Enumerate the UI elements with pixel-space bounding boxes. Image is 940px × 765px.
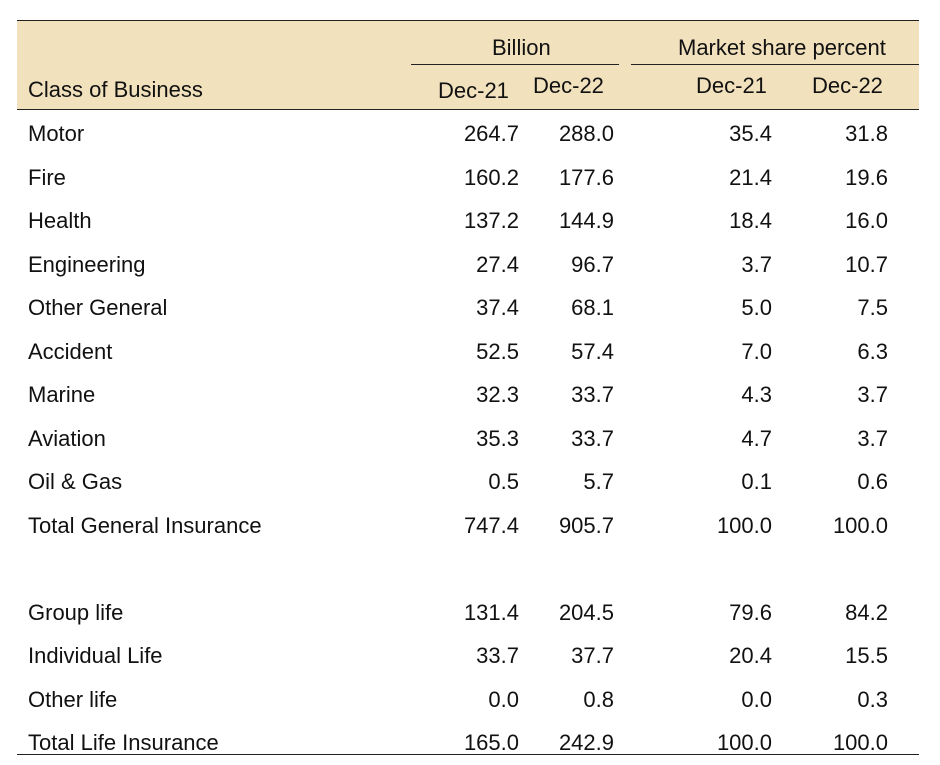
class-of-business-header: Class of Business (28, 77, 203, 102)
share-dec22-cell: 10.7 (845, 251, 888, 277)
billion-dec22-header: Dec-22 (533, 73, 604, 98)
share-dec22-cell: 19.6 (845, 164, 888, 190)
table-row: Aviation 35.3 33.7 4.7 3.7 (17, 416, 919, 460)
row-label: Motor (28, 121, 85, 146)
table-row: Total Life Insurance 165.0 242.9 100.0 100.0 (17, 720, 919, 764)
share-dec21-cell: 3.7 (741, 251, 772, 277)
share-dec21-header: Dec-21 (696, 73, 767, 98)
share-dec22-cell: 15.5 (845, 643, 888, 668)
bottom-rule (17, 754, 919, 755)
row-label: Total Life Insurance (28, 730, 219, 755)
billion-dec21-cell: 52.5 (476, 338, 519, 364)
row-label: Other General (28, 295, 168, 320)
billion-dec22-cell: 0.8 (583, 686, 614, 712)
billion-dec22-cell: 242.9 (558, 730, 614, 755)
share-dec21-cell: 20.4 (729, 643, 772, 668)
row-label: Other life (28, 686, 118, 712)
billion-dec22-cell: 5.7 (583, 469, 614, 494)
billion-dec21-cell: 747.4 (463, 512, 519, 538)
table-row: Other life 0.0 0.8 0.0 0.3 (17, 677, 919, 721)
billion-dec21-cell: 27.4 (476, 251, 519, 277)
share-dec22-header: Dec-22 (812, 73, 883, 98)
billion-dec21-cell: 160.2 (463, 164, 519, 190)
market-share-group-header: Market share percent (678, 35, 886, 60)
share-dec21-cell: 4.3 (741, 382, 772, 407)
billion-dec22-cell: 144.9 (558, 208, 614, 233)
billion-group-header: Billion (492, 35, 551, 60)
billion-dec21-header: Dec-21 (438, 78, 509, 103)
billion-dec21-cell: 37.4 (476, 295, 519, 320)
section-spacer (17, 546, 919, 590)
billion-dec21-cell: 0.5 (488, 469, 519, 494)
share-dec22-cell: 16.0 (845, 208, 888, 233)
billion-dec21-cell: 264.7 (463, 121, 519, 146)
share-dec21-cell: 4.7 (741, 425, 772, 451)
table-row: Health 137.2 144.9 18.4 16.0 (17, 198, 919, 242)
market-share-group-rule (631, 64, 919, 65)
share-dec21-cell: 18.4 (729, 208, 772, 233)
table-row: Individual Life 33.7 37.7 20.4 15.5 (17, 633, 919, 677)
table-row: Other General 37.4 68.1 5.0 7.5 (17, 285, 919, 329)
billion-dec22-cell: 177.6 (558, 164, 614, 190)
row-label: Individual Life (28, 643, 163, 668)
table-row: Engineering 27.4 96.7 3.7 10.7 (17, 242, 919, 286)
row-label: Aviation (28, 425, 106, 451)
billion-dec22-cell: 68.1 (571, 295, 614, 320)
share-dec22-cell: 84.2 (845, 599, 888, 625)
share-dec22-cell: 0.3 (857, 686, 888, 712)
table-row: Group life 131.4 204.5 79.6 84.2 (17, 590, 919, 634)
billion-dec21-cell: 165.0 (463, 730, 519, 755)
billion-dec21-cell: 131.4 (463, 599, 519, 625)
billion-dec21-cell: 137.2 (463, 208, 519, 233)
table-body: Motor 264.7 288.0 35.4 31.8 Fire 160.2 177.6 21.… (17, 111, 919, 764)
table-row: Oil & Gas 0.5 5.7 0.1 0.6 (17, 459, 919, 503)
billion-dec22-cell: 57.4 (571, 338, 614, 364)
billion-dec21-cell: 33.7 (476, 643, 519, 668)
row-label: Group life (28, 599, 124, 625)
share-dec21-cell: 35.4 (729, 121, 772, 146)
billion-group-rule (411, 64, 619, 65)
table-row: Marine 32.3 33.7 4.3 3.7 (17, 372, 919, 416)
share-dec21-cell: 7.0 (741, 338, 772, 364)
share-dec21-cell: 100.0 (716, 512, 772, 538)
billion-dec22-cell: 33.7 (571, 382, 614, 407)
table-row: Motor 264.7 288.0 35.4 31.8 (17, 111, 919, 155)
share-dec21-cell: 5.0 (741, 295, 772, 320)
row-label: Accident (28, 338, 113, 364)
share-dec22-cell: 100.0 (832, 512, 888, 538)
billion-dec22-cell: 96.7 (571, 251, 614, 277)
share-dec22-cell: 31.8 (845, 121, 888, 146)
billion-dec22-cell: 37.7 (571, 643, 614, 668)
share-dec22-cell: 6.3 (857, 338, 888, 364)
share-dec21-cell: 0.1 (741, 469, 772, 494)
billion-dec21-cell: 32.3 (476, 382, 519, 407)
billion-dec21-cell: 35.3 (476, 425, 519, 451)
share-dec21-cell: 21.4 (729, 164, 772, 190)
share-dec22-cell: 3.7 (857, 382, 888, 407)
share-dec21-cell: 0.0 (741, 686, 772, 712)
billion-dec22-cell: 905.7 (558, 512, 614, 538)
table-row: Accident 52.5 57.4 7.0 6.3 (17, 329, 919, 373)
row-label: Health (28, 208, 92, 233)
billion-dec22-cell: 33.7 (571, 425, 614, 451)
row-label: Oil & Gas (28, 469, 123, 494)
row-label: Marine (28, 382, 96, 407)
share-dec22-cell: 100.0 (832, 730, 888, 755)
row-label: Engineering (28, 251, 146, 277)
share-dec22-cell: 7.5 (857, 295, 888, 320)
row-label: Total General Insurance (28, 512, 262, 538)
billion-dec22-cell: 288.0 (558, 121, 614, 146)
table-row: Fire 160.2 177.6 21.4 19.6 (17, 155, 919, 199)
billion-dec21-cell: 0.0 (488, 686, 519, 712)
share-dec21-cell: 79.6 (729, 599, 772, 625)
table-row: Total General Insurance 747.4 905.7 100.0 10… (17, 503, 919, 547)
table-header: Billion Market share percent Class of Bu… (17, 20, 919, 110)
insurance-table: Billion Market share percent Class of Bu… (17, 0, 919, 765)
share-dec21-cell: 100.0 (716, 730, 772, 755)
billion-dec22-cell: 204.5 (558, 599, 614, 625)
share-dec22-cell: 0.6 (857, 469, 888, 494)
share-dec22-cell: 3.7 (857, 425, 888, 451)
row-label: Fire (28, 164, 66, 190)
